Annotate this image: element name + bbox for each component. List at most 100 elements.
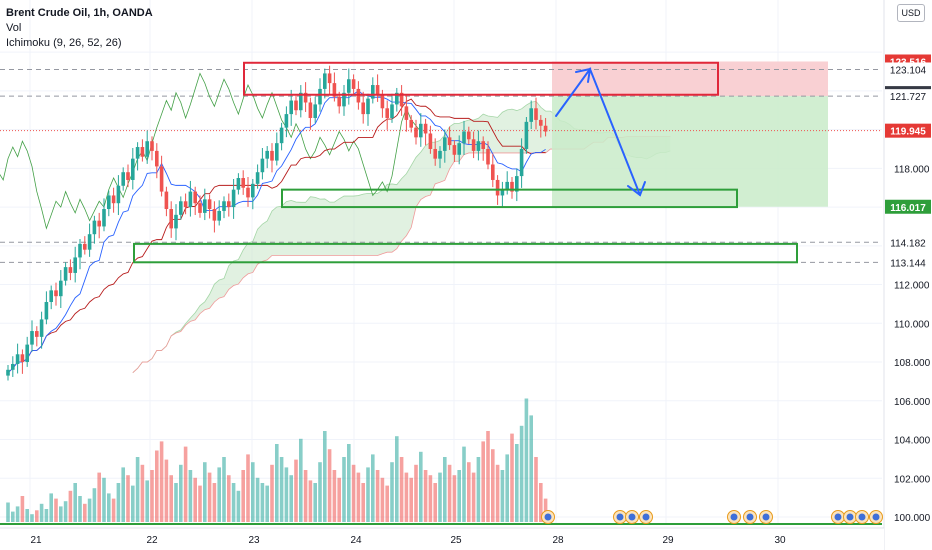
volume-bar: [495, 464, 500, 522]
volume-bar: [145, 480, 149, 522]
volume-bar: [227, 475, 231, 522]
candle-body: [515, 176, 519, 192]
volume-bar: [327, 449, 332, 522]
volume-bar: [83, 503, 87, 522]
price-axis-label: 110.000: [894, 319, 930, 330]
candle-body: [35, 331, 39, 337]
candle-body: [241, 178, 245, 188]
volume-bar: [462, 446, 466, 522]
candle-body: [433, 148, 437, 159]
volume-bar: [318, 462, 322, 522]
candle-body: [260, 158, 265, 173]
volume-bar: [30, 514, 34, 522]
volume-bar: [107, 493, 111, 522]
volume-bar: [347, 444, 351, 522]
candle-body: [327, 73, 332, 84]
candle-body: [102, 209, 106, 227]
volume-bar: [198, 485, 202, 522]
volume-bar: [457, 470, 461, 522]
candle-body: [399, 92, 404, 107]
arrow-head-down: [627, 181, 646, 197]
candle-body: [342, 92, 346, 107]
time-axis-label: 29: [662, 535, 674, 546]
candle-body: [375, 85, 380, 95]
volume-bar: [423, 470, 428, 522]
volume-bar: [289, 475, 293, 522]
ichimoku-indicator-label[interactable]: Ichimoku (9, 26, 52, 26): [6, 37, 122, 49]
volume-bar: [476, 457, 481, 522]
volume-bar: [279, 457, 284, 522]
price-tag: 116.017: [885, 199, 931, 214]
candle-body: [452, 145, 457, 155]
candle-body: [323, 73, 327, 89]
economic-event-icon: [639, 510, 653, 524]
candle-body: [500, 189, 505, 196]
candle-body: [495, 179, 500, 196]
volume-bar: [102, 477, 106, 522]
candle-body: [111, 195, 116, 204]
price-axis-background: [884, 0, 932, 550]
price-tag-label: 114.182: [890, 238, 926, 249]
price-tag: 113.144: [885, 255, 931, 270]
candle-body: [145, 141, 149, 157]
volume-bar: [414, 464, 418, 522]
time-axis-label: 30: [774, 535, 786, 546]
volume-bar: [155, 450, 159, 522]
volume-bar: [284, 467, 289, 522]
candle-body: [135, 147, 140, 159]
take-profit-area: [552, 96, 828, 207]
volume-bar: [385, 485, 389, 522]
volume-bar: [241, 470, 245, 522]
candle-body: [534, 108, 538, 120]
price-axis-label: 102.000: [894, 474, 931, 485]
price-tag-label: 123.104: [890, 65, 927, 76]
volume-indicator-label[interactable]: Vol: [6, 22, 22, 34]
candle-body: [351, 79, 356, 89]
volume-bar: [49, 493, 53, 522]
volume-bar: [515, 444, 519, 522]
volume-bar: [111, 498, 116, 522]
symbol-title[interactable]: Brent Crude Oil, 1h, OANDA: [6, 7, 153, 19]
volume-bar: [491, 449, 495, 522]
volume-bar: [390, 462, 394, 522]
candle-body: [97, 220, 101, 227]
volume-bar: [371, 454, 375, 522]
candle-body: [217, 210, 221, 221]
volume-bar: [150, 470, 154, 522]
volume-bar: [299, 438, 303, 522]
time-axis-label: 25: [450, 535, 462, 546]
candle-body: [347, 79, 351, 93]
price-tag-label: 116.017: [890, 203, 926, 214]
economic-event-icon: [541, 510, 555, 524]
volume-bar: [294, 459, 298, 522]
candle-body: [169, 209, 173, 229]
candle-body: [20, 354, 25, 363]
volume-bar: [73, 483, 77, 522]
volume-bar: [11, 511, 15, 522]
candle-body: [265, 150, 269, 159]
candle-body: [159, 166, 164, 192]
candle-body: [30, 331, 34, 345]
currency-badge[interactable]: USD: [897, 4, 925, 22]
volume-bar: [529, 415, 533, 522]
volume-bar: [207, 472, 212, 522]
volume-bar: [251, 462, 255, 522]
volume-bar: [337, 477, 341, 522]
candle-body: [39, 319, 44, 337]
candle-body: [255, 172, 260, 184]
volume-bar: [140, 464, 145, 522]
time-axis-label: 22: [146, 535, 158, 546]
candle-body: [308, 102, 313, 118]
support-zone: [133, 242, 798, 264]
candle-body: [510, 181, 514, 192]
candle-body: [203, 199, 207, 213]
candle-body: [491, 164, 495, 180]
candle-body: [476, 141, 481, 151]
candle-body: [457, 143, 461, 155]
candle-body: [131, 158, 135, 180]
arrow-head-up: [575, 67, 592, 83]
candle-body: [193, 191, 197, 204]
ichimoku-cloud: [132, 101, 671, 373]
volume-bar: [68, 490, 73, 522]
